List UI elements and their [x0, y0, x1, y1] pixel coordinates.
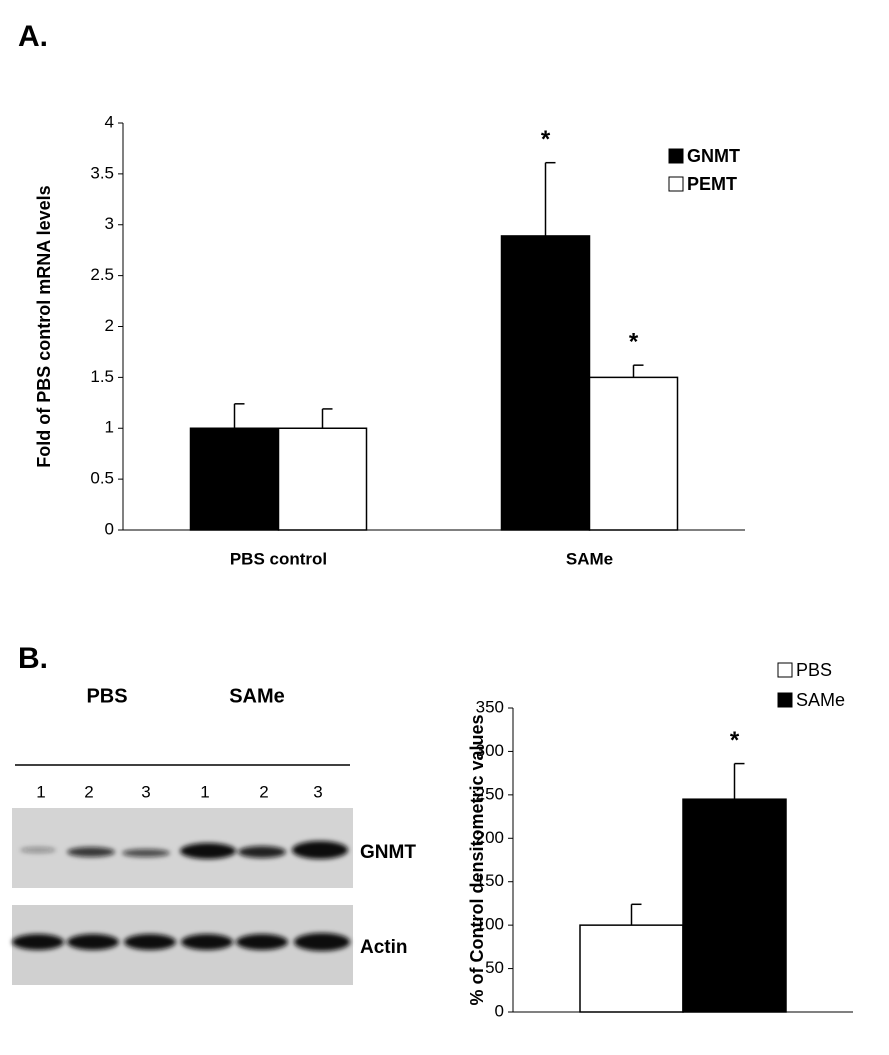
bar [682, 798, 787, 1013]
y-tick-label: 300 [476, 741, 504, 760]
y-tick-label: 3 [105, 214, 114, 233]
blot-row-label: GNMT [360, 842, 416, 863]
y-axis-label: Fold of PBS control mRNA levels [34, 185, 54, 467]
y-tick-label: 1.5 [90, 367, 114, 386]
legend-label: PBS [796, 660, 832, 680]
y-tick-label: 350 [476, 697, 504, 716]
bar [579, 924, 684, 1013]
y-tick-label: 4 [105, 112, 114, 131]
y-tick-label: 2.5 [90, 265, 114, 284]
blot-row-label: Actin [360, 937, 408, 958]
lane-label: 3 [313, 782, 322, 801]
x-tick-label: PBS control [230, 549, 327, 568]
y-tick-label: 3.5 [90, 163, 114, 182]
lane-label: 2 [259, 782, 268, 801]
legend-swatch [668, 176, 684, 192]
blot-group: SAMe [229, 685, 285, 707]
legend-label: PEMT [687, 174, 737, 194]
y-tick-label: 50 [485, 958, 504, 977]
y-tick-label: 200 [476, 828, 504, 847]
legend-swatch [777, 692, 793, 708]
y-tick-label: 0 [105, 519, 114, 538]
actin-bands [12, 933, 350, 951]
western-blot: PBS SAMe 1 2 3 1 2 3 GNMT Actin [12, 685, 416, 985]
significance-marker: * [730, 727, 740, 754]
lane-label: 1 [36, 782, 45, 801]
y-tick-label: 250 [476, 784, 504, 803]
lane-label: 3 [141, 782, 150, 801]
y-tick-label: 0 [495, 1001, 504, 1020]
significance-marker: * [541, 126, 551, 153]
y-tick-label: 1 [105, 418, 114, 437]
significance-marker: * [629, 329, 639, 356]
bar [277, 427, 368, 531]
legend-swatch [668, 148, 684, 164]
bar [588, 376, 679, 531]
x-tick-label: SAMe [566, 549, 613, 568]
bar [500, 235, 591, 531]
y-tick-label: 100 [476, 915, 504, 934]
panel-label: B. [18, 642, 48, 675]
lane-label: 1 [200, 782, 209, 801]
bar [189, 427, 280, 531]
blot-group: PBS [86, 685, 127, 707]
y-tick-label: 0.5 [90, 469, 114, 488]
gnmt-bands [20, 841, 348, 859]
legend-label: SAMe [796, 690, 845, 710]
y-tick-label: 2 [105, 316, 114, 335]
y-tick-label: 150 [476, 871, 504, 890]
lane-label: 2 [84, 782, 93, 801]
legend-label: GNMT [687, 146, 740, 166]
panel-label: A. [18, 20, 48, 53]
legend-swatch [777, 662, 793, 678]
y-axis-label: % of Control densitometric values [467, 714, 487, 1005]
